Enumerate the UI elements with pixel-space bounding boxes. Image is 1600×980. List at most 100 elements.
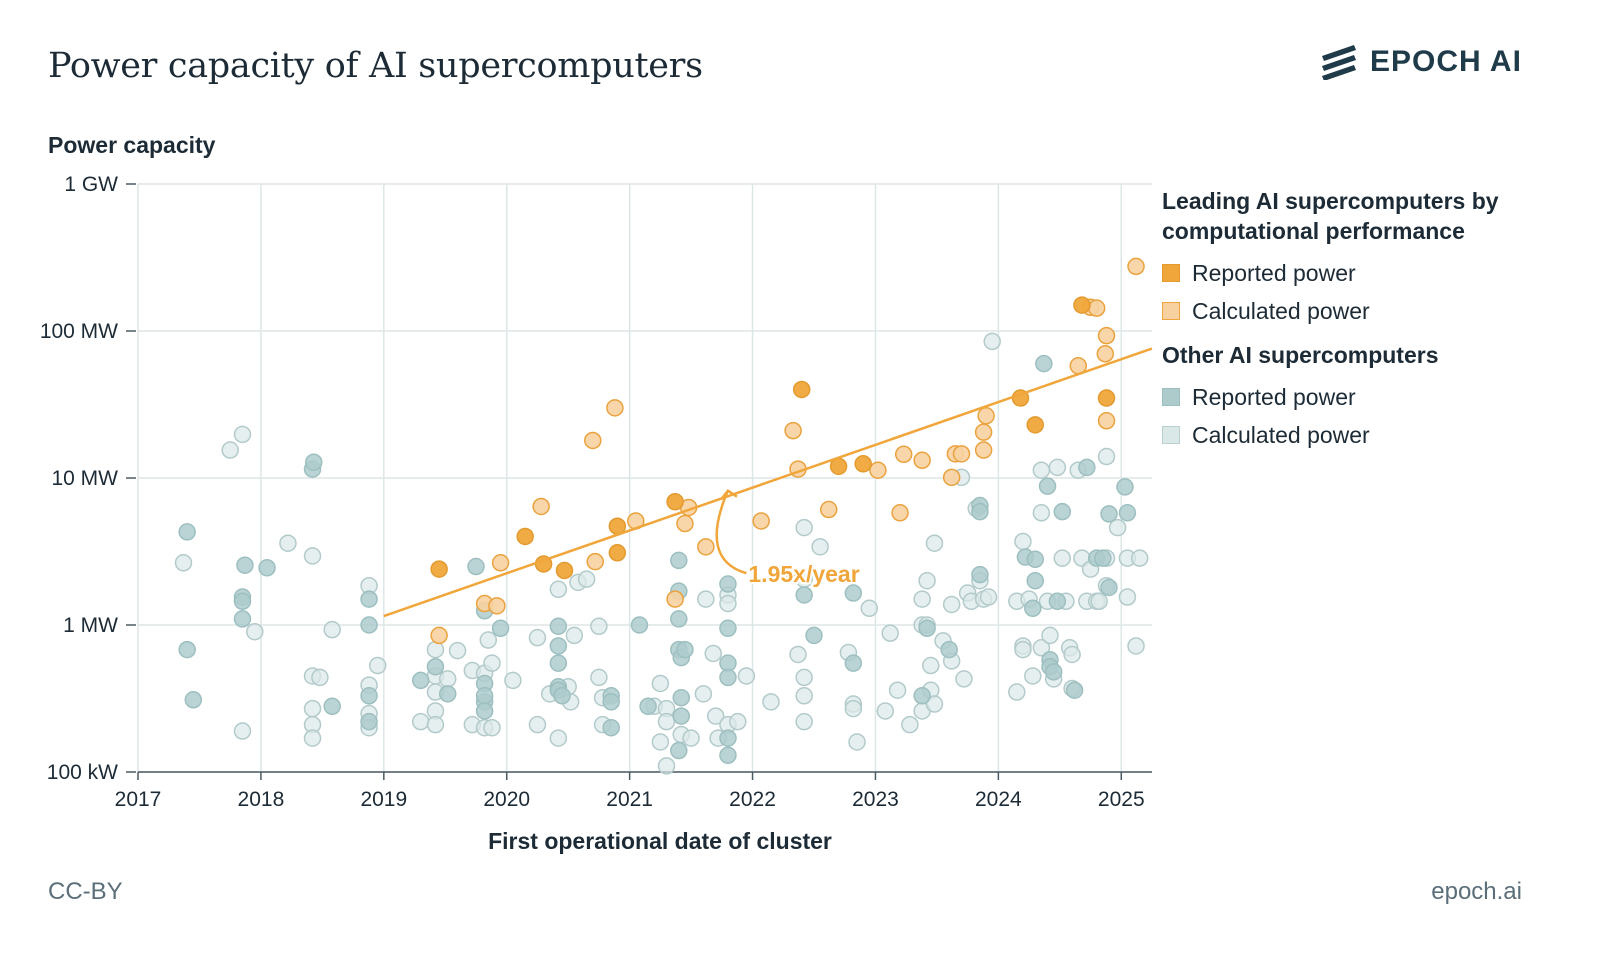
epoch-ai-logo[interactable]: EPOCH AI xyxy=(1320,44,1522,80)
point-other-calculated xyxy=(233,722,252,740)
point-leading-calculated xyxy=(1127,257,1145,276)
trend-line xyxy=(383,347,1153,618)
point-leading-calculated xyxy=(952,445,971,463)
point-other-calculated xyxy=(876,702,895,720)
x-tick-label: 2022 xyxy=(729,788,776,811)
point-other-reported xyxy=(602,693,620,711)
x-tick-label: 2021 xyxy=(606,788,653,811)
point-other-reported xyxy=(178,523,196,541)
point-leading-reported xyxy=(854,455,872,473)
point-other-calculated xyxy=(528,715,547,734)
point-leading-calculated xyxy=(1097,326,1116,345)
point-other-calculated xyxy=(762,693,780,711)
license-label: CC-BY xyxy=(48,878,123,905)
point-other-reported xyxy=(639,697,657,716)
point-other-calculated xyxy=(483,654,501,672)
point-other-calculated xyxy=(795,712,813,731)
point-other-calculated xyxy=(881,624,899,642)
point-other-calculated xyxy=(925,695,944,713)
trend-label: 1.95x/year xyxy=(748,561,859,587)
point-other-calculated xyxy=(682,729,700,747)
site-link[interactable]: epoch.ai xyxy=(1431,878,1522,905)
point-other-reported xyxy=(1035,354,1053,373)
point-other-calculated xyxy=(303,699,322,718)
point-other-reported xyxy=(670,610,688,628)
point-other-reported xyxy=(233,610,252,628)
point-leading-calculated xyxy=(778,565,796,584)
point-leading-calculated xyxy=(532,497,550,516)
legend-item-other-reported[interactable]: Reported power xyxy=(1162,378,1582,416)
chart-points xyxy=(174,257,1149,775)
point-other-reported xyxy=(1078,458,1096,477)
point-leading-calculated xyxy=(942,468,961,487)
point-leading-calculated xyxy=(586,552,604,571)
point-leading-calculated xyxy=(784,421,802,440)
point-other-calculated xyxy=(719,594,737,613)
y-tick-label: 100 kW xyxy=(47,761,118,784)
point-other-calculated xyxy=(1032,639,1051,657)
point-other-calculated xyxy=(657,757,676,775)
x-tick-label: 2024 xyxy=(975,788,1022,811)
point-other-reported xyxy=(411,671,430,690)
point-other-calculated xyxy=(795,518,813,537)
point-other-reported xyxy=(913,687,931,705)
legend-label: Reported power xyxy=(1192,259,1356,286)
point-other-reported xyxy=(236,556,254,574)
legend-item-leading-calculated[interactable]: Calculated power xyxy=(1162,292,1582,330)
point-other-calculated xyxy=(913,590,931,608)
point-other-reported xyxy=(360,712,378,731)
legend-group-title: Leading AI supercomputers by computation… xyxy=(1162,188,1499,244)
legend-swatch xyxy=(1162,302,1180,320)
point-leading-calculated xyxy=(1087,299,1106,317)
point-other-calculated xyxy=(697,590,715,608)
point-other-reported xyxy=(670,741,688,760)
point-other-calculated xyxy=(901,715,919,734)
point-other-reported xyxy=(844,654,863,672)
point-other-reported xyxy=(1048,592,1067,611)
point-leading-calculated xyxy=(894,445,913,464)
point-other-reported xyxy=(670,551,688,570)
point-leading-reported xyxy=(430,560,448,578)
point-leading-calculated xyxy=(752,512,770,530)
point-other-calculated xyxy=(549,580,568,599)
y-tick-label: 1 GW xyxy=(64,173,118,196)
point-leading-calculated xyxy=(606,399,624,417)
legend: Leading AI supercomputers by computation… xyxy=(1162,186,1582,454)
point-other-calculated xyxy=(1032,461,1051,479)
point-other-calculated xyxy=(1014,532,1032,551)
point-other-reported xyxy=(323,697,341,716)
point-other-reported xyxy=(1026,571,1044,590)
legend-item-other-calculated[interactable]: Calculated power xyxy=(1162,416,1582,454)
point-other-reported xyxy=(719,668,737,687)
point-other-calculated xyxy=(922,656,940,675)
legend-group-leading: Leading AI supercomputers by computation… xyxy=(1162,186,1582,330)
point-other-calculated xyxy=(704,644,722,663)
point-other-calculated xyxy=(789,645,807,664)
point-leading-calculated xyxy=(491,554,510,572)
x-tick-label: 2023 xyxy=(852,788,899,811)
legend-swatch xyxy=(1162,388,1180,406)
point-leading-calculated xyxy=(676,514,694,533)
point-leading-reported xyxy=(555,561,574,580)
chart-grid xyxy=(137,183,1152,773)
point-other-calculated xyxy=(694,685,713,703)
point-other-calculated xyxy=(848,733,866,751)
point-other-calculated xyxy=(549,729,568,747)
point-other-reported xyxy=(1100,505,1118,523)
point-leading-reported xyxy=(792,380,811,399)
point-other-reported xyxy=(940,640,958,659)
point-other-calculated xyxy=(1063,645,1081,664)
point-other-calculated xyxy=(1130,549,1149,567)
point-leading-reported xyxy=(666,492,684,511)
x-tick-label: 2018 xyxy=(238,788,285,811)
point-other-calculated xyxy=(1041,626,1059,645)
point-other-calculated xyxy=(1118,588,1137,606)
point-other-reported xyxy=(553,687,571,705)
point-other-reported xyxy=(971,565,989,584)
point-other-calculated xyxy=(504,671,522,690)
point-leading-calculated xyxy=(869,461,887,479)
legend-label: Calculated power xyxy=(1192,421,1370,448)
legend-item-leading-reported[interactable]: Reported power xyxy=(1162,254,1582,292)
point-other-reported xyxy=(1038,477,1057,495)
point-other-reported xyxy=(672,688,691,707)
